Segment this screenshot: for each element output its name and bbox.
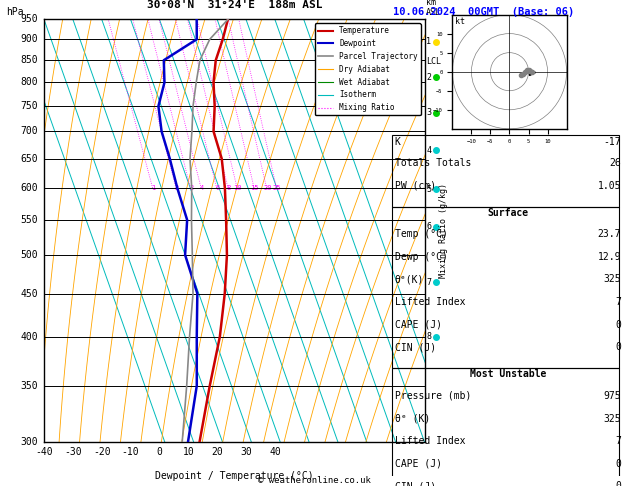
Text: Temp (°C): Temp (°C) xyxy=(395,229,448,239)
Legend: Temperature, Dewpoint, Parcel Trajectory, Dry Adiabat, Wet Adiabat, Isotherm, Mi: Temperature, Dewpoint, Parcel Trajectory… xyxy=(314,23,421,115)
Text: 40: 40 xyxy=(269,447,281,457)
Text: 325: 325 xyxy=(603,414,621,424)
Text: θᵉ (K): θᵉ (K) xyxy=(395,414,430,424)
Text: Dewp (°C): Dewp (°C) xyxy=(395,252,448,262)
Text: © weatheronline.co.uk: © weatheronline.co.uk xyxy=(258,476,371,485)
Text: 7: 7 xyxy=(426,278,431,287)
Text: Dewpoint / Temperature (°C): Dewpoint / Temperature (°C) xyxy=(155,471,314,481)
Text: 550: 550 xyxy=(21,215,38,225)
Text: 0: 0 xyxy=(615,320,621,330)
Text: 4: 4 xyxy=(200,185,204,191)
Text: θᵉ(K): θᵉ(K) xyxy=(395,275,424,284)
Text: 1.05: 1.05 xyxy=(598,181,621,191)
Text: 20: 20 xyxy=(211,447,223,457)
Text: 850: 850 xyxy=(21,55,38,65)
Text: 6: 6 xyxy=(426,222,431,231)
Text: 12.9: 12.9 xyxy=(598,252,621,262)
Text: 2: 2 xyxy=(426,72,431,82)
Text: CIN (J): CIN (J) xyxy=(395,482,436,486)
Text: PW (cm): PW (cm) xyxy=(395,181,436,191)
Text: -17: -17 xyxy=(603,137,621,147)
Text: km
ASL: km ASL xyxy=(426,0,441,17)
Text: 8: 8 xyxy=(226,185,231,191)
Text: CIN (J): CIN (J) xyxy=(395,342,436,352)
Text: 450: 450 xyxy=(21,289,38,298)
Text: 0: 0 xyxy=(157,447,162,457)
Text: 950: 950 xyxy=(21,15,38,24)
Text: CAPE (J): CAPE (J) xyxy=(395,459,442,469)
Text: CAPE (J): CAPE (J) xyxy=(395,320,442,330)
Text: 500: 500 xyxy=(21,250,38,260)
Text: Lifted Index: Lifted Index xyxy=(395,297,465,307)
Text: 10.06.2024  00GMT  (Base: 06): 10.06.2024 00GMT (Base: 06) xyxy=(393,7,574,17)
Text: 350: 350 xyxy=(21,381,38,391)
Text: 700: 700 xyxy=(21,126,38,137)
Text: K: K xyxy=(395,137,401,147)
Text: Totals Totals: Totals Totals xyxy=(395,158,471,168)
Text: 7: 7 xyxy=(615,297,621,307)
Text: hPa: hPa xyxy=(6,7,24,17)
Text: 8: 8 xyxy=(426,332,431,341)
Text: 25: 25 xyxy=(273,185,281,191)
Text: Surface: Surface xyxy=(487,208,528,218)
Text: Most Unstable: Most Unstable xyxy=(470,369,546,380)
Text: 1: 1 xyxy=(152,185,155,191)
Text: 600: 600 xyxy=(21,183,38,193)
Text: 4: 4 xyxy=(426,146,431,155)
Bar xyxy=(392,136,619,207)
Text: 0: 0 xyxy=(615,459,621,469)
Text: -30: -30 xyxy=(64,447,82,457)
Text: 975: 975 xyxy=(603,391,621,401)
Text: 0: 0 xyxy=(615,342,621,352)
Text: 1: 1 xyxy=(426,37,431,46)
Bar xyxy=(392,207,619,368)
Text: 325: 325 xyxy=(603,275,621,284)
Text: 2: 2 xyxy=(175,185,179,191)
Text: 5: 5 xyxy=(426,185,431,194)
Text: Mixing Ratio (g/kg): Mixing Ratio (g/kg) xyxy=(439,183,448,278)
Text: 400: 400 xyxy=(21,332,38,342)
Text: 300: 300 xyxy=(21,437,38,447)
Text: 26: 26 xyxy=(610,158,621,168)
Text: Pressure (mb): Pressure (mb) xyxy=(395,391,471,401)
Text: 10: 10 xyxy=(233,185,242,191)
Text: -10: -10 xyxy=(122,447,140,457)
Text: 23.7: 23.7 xyxy=(598,229,621,239)
Text: kt: kt xyxy=(455,17,465,26)
Text: LCL: LCL xyxy=(426,56,442,66)
Text: 15: 15 xyxy=(250,185,259,191)
Text: 20: 20 xyxy=(263,185,272,191)
Text: 7: 7 xyxy=(615,436,621,446)
Text: 0: 0 xyxy=(615,482,621,486)
Text: 900: 900 xyxy=(21,35,38,44)
Text: 750: 750 xyxy=(21,101,38,111)
Text: 3: 3 xyxy=(189,185,193,191)
Text: 650: 650 xyxy=(21,154,38,164)
Text: 3: 3 xyxy=(426,108,431,117)
Text: 6: 6 xyxy=(215,185,220,191)
Text: Lifted Index: Lifted Index xyxy=(395,436,465,446)
Text: 800: 800 xyxy=(21,77,38,87)
Text: -20: -20 xyxy=(93,447,111,457)
Text: 30°08'N  31°24'E  188m ASL: 30°08'N 31°24'E 188m ASL xyxy=(147,0,322,10)
Text: -40: -40 xyxy=(35,447,53,457)
Text: 30: 30 xyxy=(240,447,252,457)
Bar xyxy=(392,368,619,486)
Text: 10: 10 xyxy=(182,447,194,457)
